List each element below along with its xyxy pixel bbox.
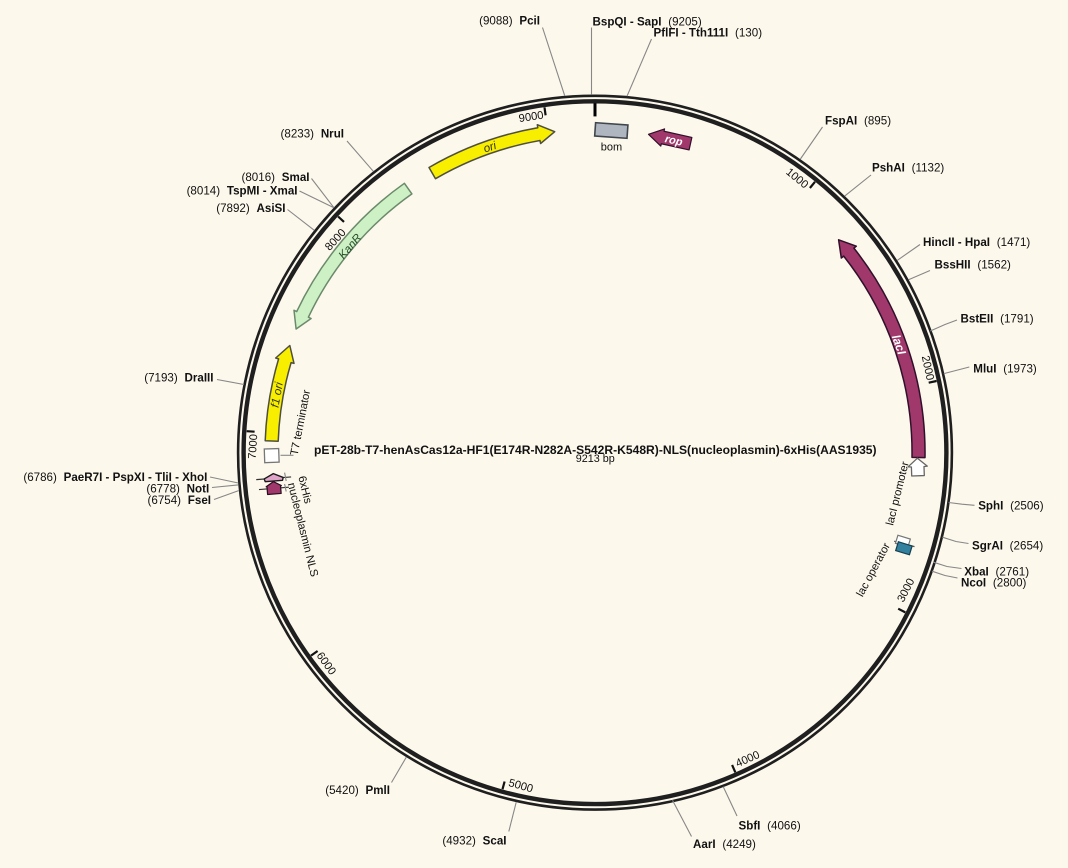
svg-text:HincII - HpaI (1471): HincII - HpaI (1471) — [923, 236, 1030, 249]
svg-text:BspQI - SapI (9205): BspQI - SapI (9205) — [593, 16, 702, 29]
svg-text:lacI: lacI — [889, 333, 909, 357]
svg-text:ori: ori — [482, 140, 498, 156]
svg-text:(4932) ScaI: (4932) ScaI — [442, 835, 506, 848]
svg-text:SgrAI (2654): SgrAI (2654) — [972, 540, 1043, 553]
svg-text:BssHII (1562): BssHII (1562) — [935, 259, 1012, 272]
svg-text:AarI (4249): AarI (4249) — [693, 838, 756, 851]
svg-text:2000: 2000 — [919, 355, 936, 382]
svg-text:rop: rop — [664, 133, 684, 149]
svg-text:(6786) PaeR7I - PspXI - TliI: (6786) PaeR7I - PspXI - TliI - XhoI — [23, 471, 207, 484]
svg-text:MluI (1973): MluI (1973) — [973, 363, 1037, 376]
svg-text:SphI (2506): SphI (2506) — [978, 500, 1044, 513]
svg-text:7000: 7000 — [247, 434, 260, 460]
svg-text:(8014) TspMI - XmaI: (8014) TspMI - XmaI — [187, 185, 298, 198]
svg-text:(8016) SmaI: (8016) SmaI — [242, 171, 310, 184]
svg-text:f1 ori: f1 ori — [269, 381, 285, 409]
svg-text:bom: bom — [601, 142, 622, 154]
svg-text:(6754) FseI: (6754) FseI — [148, 494, 211, 507]
svg-text:(5420) PmlI: (5420) PmlI — [325, 784, 390, 797]
svg-text:FspAI (895): FspAI (895) — [825, 115, 891, 128]
svg-text:NcoI (2800): NcoI (2800) — [961, 577, 1027, 590]
svg-text:PflFI - Tth111I (130): PflFI - Tth111I (130) — [654, 27, 763, 40]
svg-text:9213 bp: 9213 bp — [576, 453, 615, 465]
svg-text:pET-28b-T7-henAsCas12a-HF1(E17: pET-28b-T7-henAsCas12a-HF1(E174R-N282A-S… — [314, 443, 877, 457]
svg-text:PshAI (1132): PshAI (1132) — [872, 162, 944, 175]
svg-text:(9088) PciI: (9088) PciI — [479, 15, 540, 28]
svg-text:(8233) NruI: (8233) NruI — [281, 128, 344, 141]
svg-text:XbaI (2761): XbaI (2761) — [964, 566, 1029, 579]
svg-text:BstEII (1791): BstEII (1791) — [961, 313, 1034, 326]
svg-text:9000: 9000 — [518, 110, 544, 125]
svg-text:(7892) AsiSI: (7892) AsiSI — [216, 202, 285, 215]
svg-text:SbfI (4066): SbfI (4066) — [739, 820, 801, 833]
svg-text:(7193) DraIII: (7193) DraIII — [144, 372, 213, 385]
svg-text:(6778) NotI: (6778) NotI — [146, 482, 209, 495]
